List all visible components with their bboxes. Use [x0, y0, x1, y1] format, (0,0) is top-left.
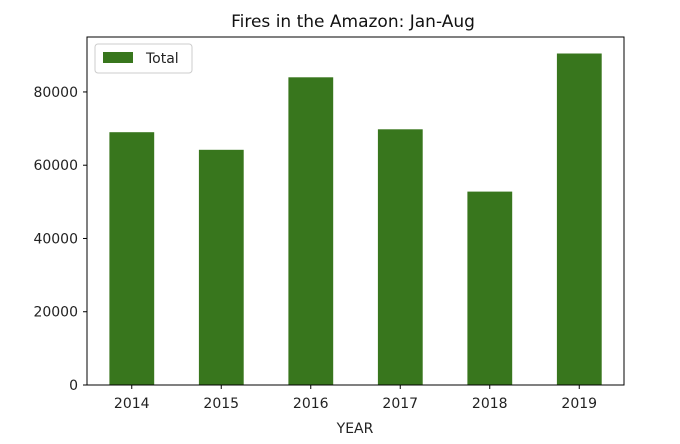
y-tick-label: 60000: [33, 158, 78, 174]
legend: Total: [94, 43, 193, 74]
y-axis: 0 20000 40000 60000 80000: [33, 85, 87, 394]
legend-label-total: Total: [145, 51, 179, 67]
legend-swatch-total: [103, 52, 133, 63]
x-axis-label: YEAR: [336, 421, 374, 437]
x-tick-label: 2017: [382, 396, 418, 412]
y-tick-label: 20000: [33, 305, 78, 321]
x-tick-label: 2019: [561, 396, 597, 412]
legend-frame: [94, 43, 193, 74]
x-tick-label: 2015: [203, 396, 239, 412]
bar-2017: [377, 129, 423, 385]
y-tick-label: 40000: [33, 231, 78, 247]
bar-2016: [288, 77, 334, 386]
x-axis: 2014 2015 2016 2017 2018 2019: [114, 385, 597, 412]
x-tick-label: 2014: [114, 396, 150, 412]
plot-frame: [86, 36, 625, 386]
y-tick-label: 80000: [33, 85, 78, 101]
bar-2018: [467, 191, 513, 385]
y-tick-label: 0: [69, 378, 78, 394]
bars-layer: [109, 53, 602, 386]
x-tick-label: 2018: [472, 396, 508, 412]
chart-title: Fires in the Amazon: Jan-Aug: [231, 12, 475, 32]
x-tick-label: 2016: [293, 396, 329, 412]
bar-2015: [198, 149, 244, 385]
bar-2019: [556, 53, 602, 385]
bar-2014: [109, 132, 155, 385]
